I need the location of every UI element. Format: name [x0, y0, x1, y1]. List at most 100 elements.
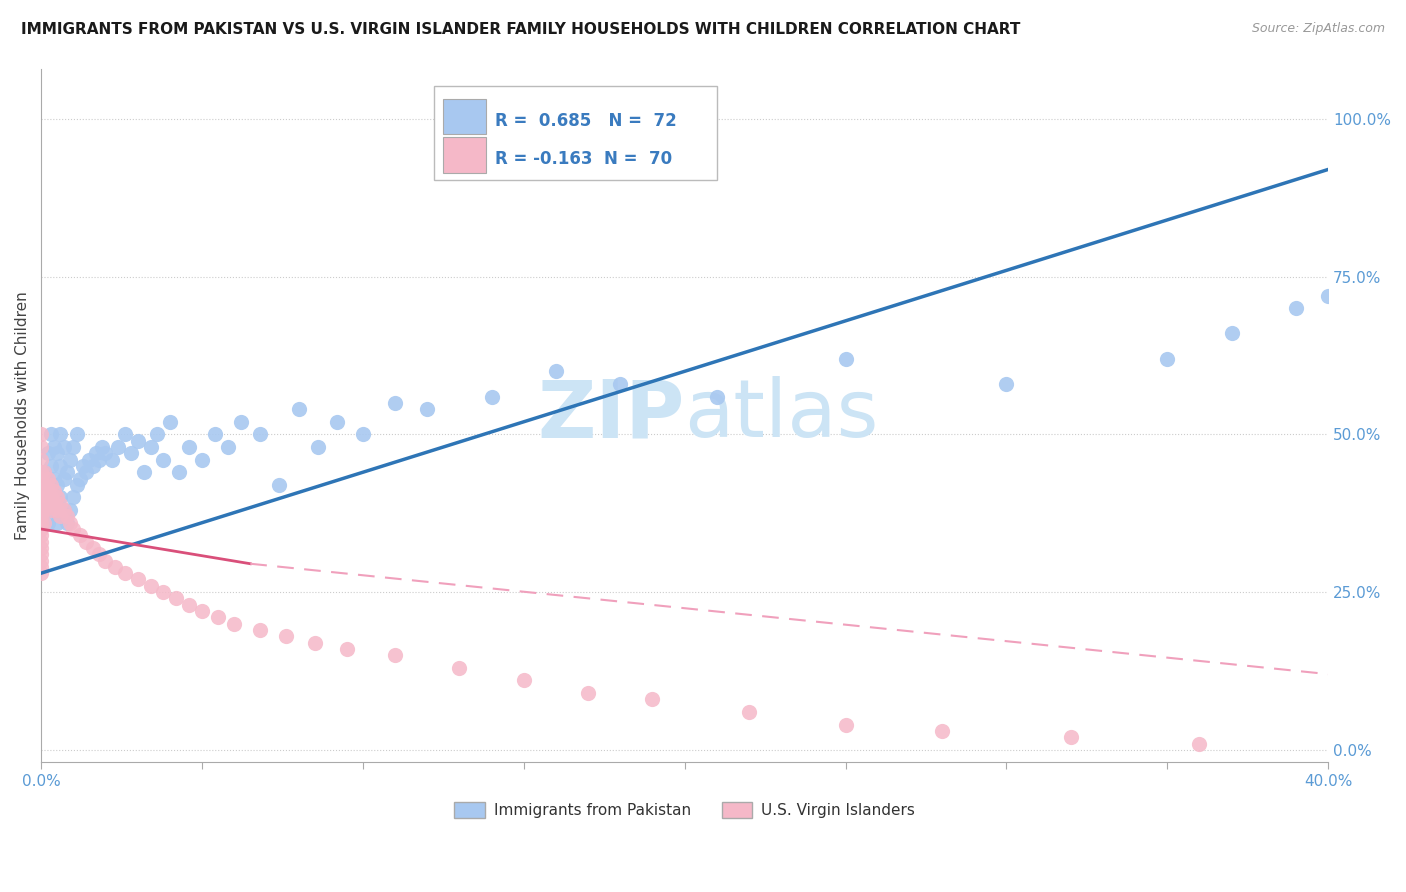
Text: atlas: atlas [685, 376, 879, 455]
Point [513, 673, 536, 688]
Point [30, 472, 52, 486]
Point [304, 635, 326, 649]
Point [120, 446, 142, 460]
Text: IMMIGRANTS FROM PAKISTAN VS U.S. VIRGIN ISLANDER FAMILY HOUSEHOLDS WITH CHILDREN: IMMIGRANTS FROM PAKISTAN VS U.S. VIRGIN … [21, 22, 1021, 37]
Point [204, 427, 226, 442]
Point [30, 497, 52, 511]
Point [449, 661, 471, 675]
FancyBboxPatch shape [443, 99, 486, 135]
Point [30, 465, 52, 479]
Point [127, 434, 149, 448]
Point [249, 623, 271, 637]
Point [42, 497, 65, 511]
Point [165, 591, 187, 606]
Point [269, 478, 291, 492]
Point [217, 440, 239, 454]
Point [49, 497, 72, 511]
Point [87, 547, 110, 561]
Point [481, 390, 503, 404]
Point [287, 402, 309, 417]
Point [576, 686, 599, 700]
Point [39, 458, 62, 473]
Point [62, 522, 84, 536]
Point [34, 491, 56, 505]
Point [30, 440, 52, 454]
Point [69, 472, 91, 486]
Point [834, 351, 856, 366]
Point [1060, 730, 1083, 744]
Point [609, 376, 631, 391]
Point [94, 553, 117, 567]
Point [30, 427, 52, 442]
Point [46, 516, 69, 530]
Point [30, 541, 52, 555]
Point [59, 503, 82, 517]
Point [37, 446, 59, 460]
Point [1317, 288, 1340, 302]
Point [34, 516, 56, 530]
Point [65, 478, 87, 492]
Point [139, 440, 162, 454]
Point [30, 522, 52, 536]
Point [49, 458, 72, 473]
Point [37, 484, 59, 499]
Point [46, 478, 69, 492]
Point [104, 560, 127, 574]
Point [146, 427, 169, 442]
Point [49, 509, 72, 524]
Point [56, 516, 79, 530]
Point [30, 547, 52, 561]
Point [1188, 737, 1211, 751]
Point [995, 376, 1018, 391]
Point [42, 472, 65, 486]
Point [152, 585, 174, 599]
Point [229, 415, 252, 429]
Point [46, 446, 69, 460]
Point [1156, 351, 1178, 366]
Text: ZIP: ZIP [537, 376, 685, 455]
Point [75, 465, 97, 479]
Point [30, 566, 52, 581]
Point [56, 509, 79, 524]
Point [1220, 326, 1243, 341]
Point [42, 440, 65, 454]
Point [72, 458, 94, 473]
Point [49, 427, 72, 442]
Point [87, 452, 110, 467]
Point [91, 440, 114, 454]
Point [127, 573, 149, 587]
Point [59, 452, 82, 467]
Point [94, 446, 117, 460]
Point [42, 503, 65, 517]
Point [169, 465, 191, 479]
Point [30, 560, 52, 574]
Point [384, 648, 406, 663]
Point [224, 616, 246, 631]
Point [39, 491, 62, 505]
Point [34, 465, 56, 479]
Point [384, 396, 406, 410]
FancyBboxPatch shape [433, 86, 717, 179]
Point [30, 491, 52, 505]
Point [274, 629, 297, 643]
Point [416, 402, 439, 417]
Text: R =  0.685   N =  72: R = 0.685 N = 72 [495, 112, 678, 130]
Point [179, 598, 201, 612]
Point [30, 484, 52, 499]
Point [191, 452, 214, 467]
Y-axis label: Family Households with Children: Family Households with Children [15, 291, 30, 540]
Point [82, 541, 104, 555]
Point [82, 458, 104, 473]
Point [152, 452, 174, 467]
Point [39, 478, 62, 492]
Point [179, 440, 201, 454]
Point [30, 509, 52, 524]
Point [46, 491, 69, 505]
Point [37, 478, 59, 492]
Point [56, 465, 79, 479]
Point [207, 610, 229, 624]
Point [84, 446, 107, 460]
Point [139, 579, 162, 593]
FancyBboxPatch shape [443, 137, 486, 173]
Point [34, 465, 56, 479]
